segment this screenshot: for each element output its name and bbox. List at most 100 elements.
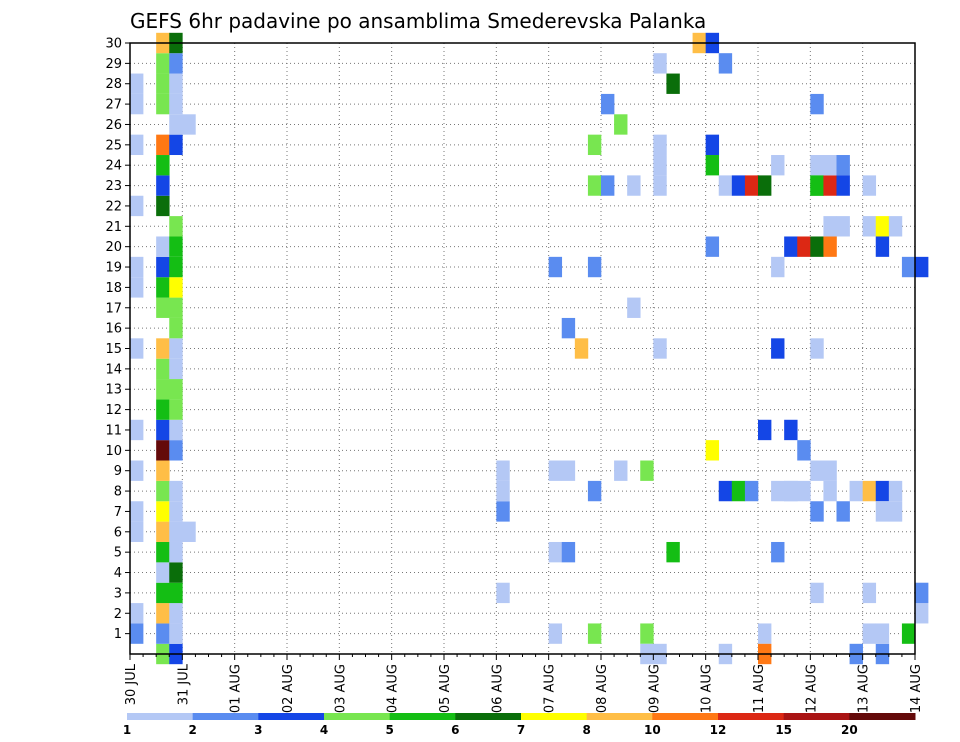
chart-title: GEFS 6hr padavine po ansamblima Smederev… [130,9,706,33]
heatmap-cell [771,338,785,359]
heatmap-cell [587,175,602,196]
heatmap-cell [156,256,170,278]
y-tick-label: 8 [114,485,122,500]
heatmap-cell [823,236,837,257]
heatmap-cell [156,195,170,217]
heatmap-cell [169,582,183,604]
heatmap-cell [862,175,877,196]
heatmap-cell [156,134,170,156]
heatmap-cell [496,460,510,481]
heatmap-cell [169,53,183,74]
heatmap-cell [130,501,144,522]
colorbar-label: 8 [582,723,590,737]
x-tick-label: 08 AUG [595,664,610,713]
heatmap-cell [169,93,183,115]
y-tick-label: 16 [105,322,122,337]
heatmap-cell [130,460,144,481]
heatmap-cell [614,114,628,135]
colorbar-swatch [849,713,916,720]
heatmap-cell [169,501,183,522]
x-tick-label: 13 AUG [857,664,872,713]
heatmap-cell [758,419,772,441]
heatmap-cell [548,541,563,563]
heatmap-cell [156,93,170,115]
heatmap-cell [561,317,576,339]
heatmap-cell [169,236,183,257]
heatmap-cell [169,379,183,400]
heatmap-cell [744,480,759,502]
colorbar-label: 3 [254,723,262,737]
x-tick-label: 09 AUG [647,664,662,713]
heatmap-cell [156,623,170,644]
heatmap-cell [156,155,170,176]
y-tick-label: 9 [114,464,122,479]
heatmap-cell [731,175,746,196]
heatmap-cell [705,236,720,257]
heatmap-cell [771,480,785,502]
heatmap-cell [810,175,824,196]
heatmap-cell [561,541,576,563]
heatmap-cell [548,460,563,481]
heatmap-cell [875,501,890,522]
heatmap-cell [653,175,667,196]
colorbar-label: 1 [123,723,131,737]
colorbar-swatch [586,713,653,720]
heatmap-cell [653,53,667,74]
y-tick-label: 18 [105,281,122,296]
x-tick-label: 14 AUG [909,664,924,713]
heatmap-cell [771,256,785,278]
heatmap-cell [797,440,811,461]
colorbar-label: 2 [188,723,196,737]
y-tick-label: 27 [105,98,122,113]
y-tick-label: 5 [114,546,122,561]
colorbar-label: 12 [710,723,727,737]
heatmap-cell [156,379,170,400]
heatmap-cell [810,155,824,176]
colorbar-label: 15 [775,723,792,737]
heatmap-cell [156,338,170,359]
heatmap-cell [823,460,837,481]
y-tick-label: 26 [105,118,122,133]
heatmap-cell [915,256,929,278]
heatmap-cell [169,521,183,542]
x-tick-label: 10 AUG [700,664,715,713]
heatmap-cell [810,460,824,481]
heatmap-cell [627,175,641,196]
heatmap-cell [784,480,798,502]
y-tick-label: 10 [105,444,122,459]
colorbar: 1 2 3 4 5 6 7 8 10 12 15 20 [123,713,916,737]
heatmap-cell [875,216,890,237]
heatmap-cell [614,460,628,481]
heatmap-cell [758,623,772,644]
heatmap-cell [718,175,733,196]
colorbar-label: 4 [320,723,328,737]
heatmap-cell [169,114,183,135]
y-tick-label: 23 [105,179,122,194]
heatmap-cell [156,358,170,380]
heatmap-cell [888,480,903,502]
heatmap-cell [169,623,183,644]
colorbar-swatch [521,713,588,720]
heatmap-cell [875,480,890,502]
heatmap-cell [130,256,144,278]
heatmap-cell [875,236,890,257]
heatmap-cell [169,73,183,94]
heatmap-cell [169,297,183,318]
grid [129,42,916,654]
heatmap-cell [888,501,903,522]
heatmap-cell [156,399,170,420]
heatmap-cell [901,256,916,278]
heatmap-cell [156,460,170,481]
y-tick-label: 28 [105,77,122,92]
colorbar-swatch [389,713,456,720]
heatmap-cell [548,623,563,644]
heatmap-cell [915,582,929,604]
heatmap-cell [156,277,170,298]
heatmap-cell [627,297,641,318]
heatmap-cell [130,277,144,298]
y-tick-label: 19 [105,261,122,276]
x-tick-label: 02 AUG [281,664,296,713]
heatmap-cell [156,603,170,624]
heatmap-cell [169,216,183,237]
